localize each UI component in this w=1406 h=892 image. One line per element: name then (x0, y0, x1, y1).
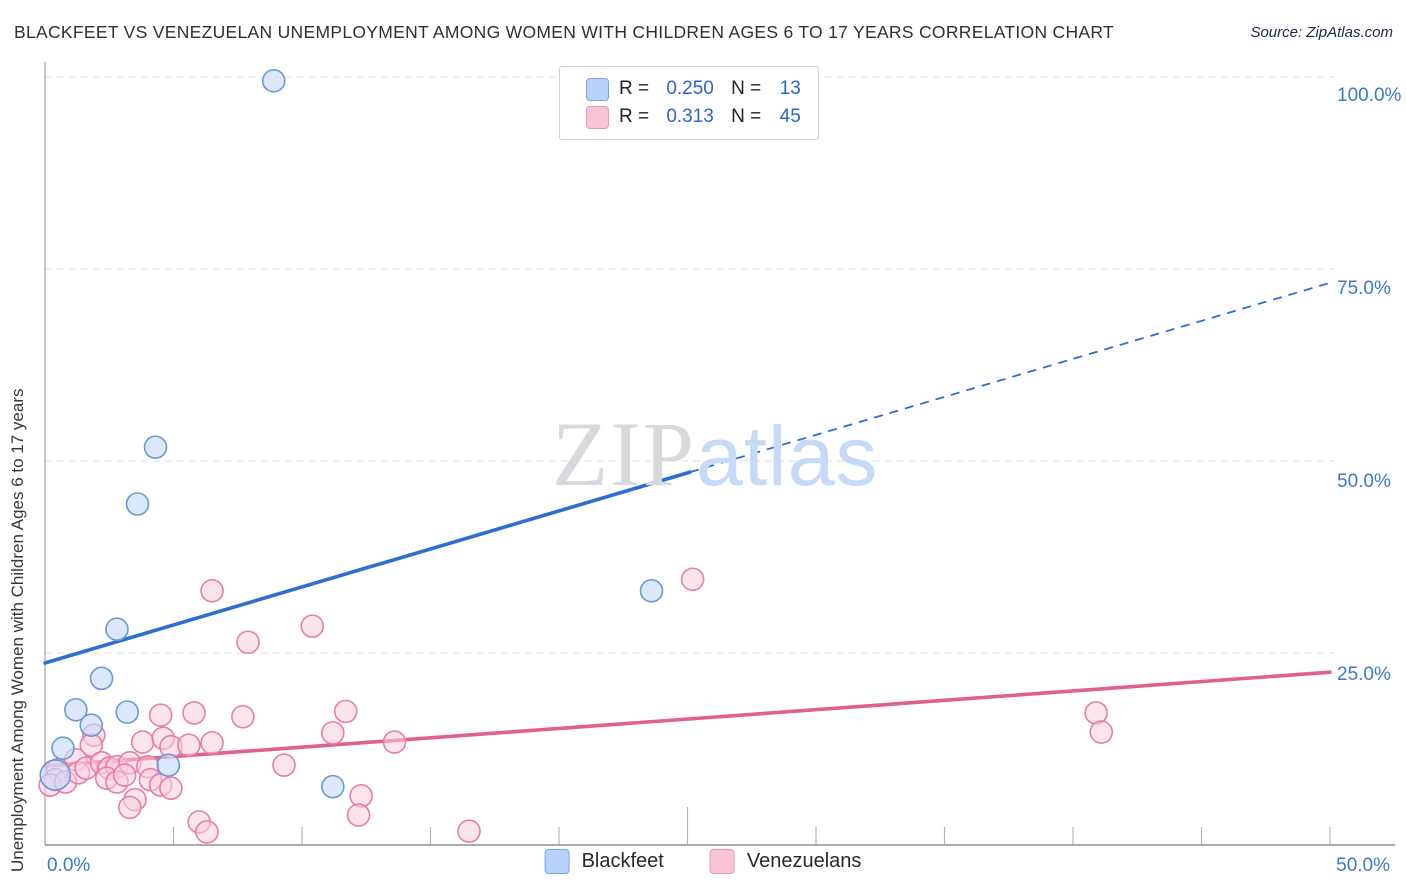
scatter-point-blackfeet[interactable] (89, 666, 114, 691)
x-tick-0: 0.0% (47, 855, 91, 876)
scatter-point-venezuelans[interactable] (200, 731, 224, 755)
r-label: R = (619, 78, 650, 99)
chart-title: BLACKFEET VS VENEZUELAN UNEMPLOYMENT AMO… (14, 22, 1115, 42)
y-tick-75: 75.0% (1337, 278, 1391, 299)
n-value-blackfeet: 13 (779, 78, 801, 99)
scatter-point-venezuelans[interactable] (382, 730, 407, 754)
y-tick-25: 25.0% (1337, 664, 1391, 685)
r-value-blackfeet: 0.250 (666, 78, 714, 99)
scatter-point-blackfeet[interactable] (105, 617, 129, 641)
legend-item-venezuelans: Venezuelans (709, 849, 862, 874)
scatter-point-blackfeet[interactable] (64, 698, 88, 722)
scatter-point-venezuelans[interactable] (236, 630, 260, 655)
blackfeet-legend-swatch-icon (544, 849, 570, 874)
x-tick-50: 50.0% (1336, 855, 1390, 876)
scatter-point-venezuelans[interactable] (272, 753, 296, 777)
scatter-point-venezuelans[interactable] (457, 819, 481, 843)
scatter-point-venezuelans[interactable] (112, 763, 137, 787)
scatter-point-venezuelans[interactable] (159, 776, 183, 800)
scatter-point-venezuelans[interactable] (177, 733, 201, 757)
scatter-point-blackfeet[interactable] (321, 774, 345, 799)
stats-row-venezuelans: R = 0.313 N = 45 (560, 105, 818, 129)
legend-label-blackfeet: Blackfeet (581, 850, 664, 872)
scatter-point-blackfeet[interactable] (79, 713, 104, 737)
watermark-atlas: atlas (696, 409, 879, 503)
scatter-point-venezuelans[interactable] (130, 730, 155, 754)
scatter-point-venezuelans[interactable] (148, 703, 173, 728)
r-value-venezuelans: 0.313 (666, 106, 714, 127)
scatter-point-venezuelans[interactable] (231, 704, 255, 729)
scatter-point-blackfeet[interactable] (261, 69, 286, 93)
series-legend: Blackfeet Venezuelans (544, 849, 862, 874)
scatter-point-venezuelans[interactable] (333, 699, 358, 724)
n-label: N = (731, 78, 762, 99)
zipatlas-watermark: ZIPatlas (552, 408, 878, 500)
scatter-point-blackfeet[interactable] (39, 759, 72, 791)
venezuelans-swatch-icon (586, 105, 609, 129)
scatter-point-venezuelans[interactable] (300, 614, 325, 638)
scatter-point-blackfeet[interactable] (639, 578, 664, 603)
scatter-point-blackfeet[interactable] (125, 492, 150, 516)
scatter-point-blackfeet[interactable] (115, 700, 140, 724)
r-label: R = (619, 106, 650, 127)
y-tick-100: 100.0% (1337, 85, 1402, 106)
blackfeet-swatch-icon (586, 77, 609, 101)
scatter-point-venezuelans[interactable] (346, 803, 371, 827)
scatter-point-venezuelans[interactable] (321, 721, 345, 745)
correlation-stats-legend: R = 0.250 N = 13 R = 0.313 N = 45 (559, 66, 819, 140)
n-value-venezuelans: 45 (779, 106, 801, 127)
scatter-point-venezuelans[interactable] (195, 820, 219, 844)
scatter-point-blackfeet[interactable] (156, 753, 181, 777)
scatter-point-venezuelans[interactable] (118, 795, 142, 820)
legend-label-venezuelans: Venezuelans (746, 850, 862, 872)
trend-line-venezuelans (43, 670, 1332, 768)
venezuelans-legend-swatch-icon (709, 849, 735, 874)
scatter-point-venezuelans[interactable] (182, 701, 206, 725)
legend-item-blackfeet: Blackfeet (544, 849, 664, 874)
scatter-point-venezuelans[interactable] (200, 578, 224, 603)
stats-row-blackfeet: R = 0.250 N = 13 (560, 77, 818, 101)
n-label: N = (731, 106, 762, 127)
scatter-point-blackfeet[interactable] (51, 736, 75, 761)
source-attribution: Source: ZipAtlas.com (1250, 24, 1393, 41)
scatter-point-venezuelans[interactable] (680, 567, 705, 592)
watermark-zip: ZIP (552, 403, 696, 505)
scatter-point-venezuelans[interactable] (1089, 720, 1114, 744)
y-tick-50: 50.0% (1337, 471, 1391, 492)
trend-line-blackfeet-solid (43, 470, 692, 665)
scatter-point-blackfeet[interactable] (143, 435, 168, 459)
